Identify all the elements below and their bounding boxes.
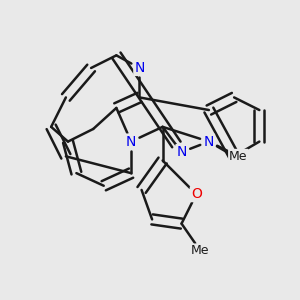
Text: Me: Me bbox=[191, 244, 210, 257]
Text: N: N bbox=[176, 145, 187, 159]
Text: N: N bbox=[204, 135, 214, 148]
Text: O: O bbox=[191, 187, 202, 201]
Text: Me: Me bbox=[229, 150, 248, 163]
Text: N: N bbox=[134, 61, 145, 75]
Text: N: N bbox=[126, 135, 136, 148]
